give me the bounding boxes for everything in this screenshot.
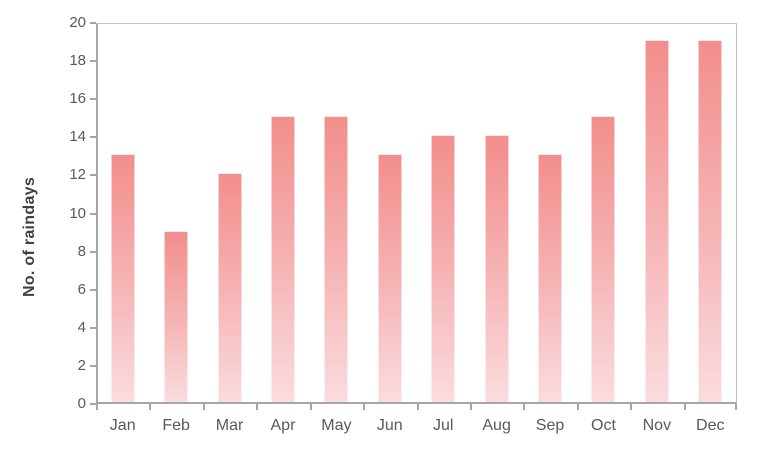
bar-may (324, 116, 349, 402)
x-tick-mark-9 (576, 404, 579, 410)
y-tick-mark-18 (90, 60, 96, 63)
y-tick-label-4: 4 (77, 318, 86, 336)
y-tick-label-10: 10 (69, 204, 86, 222)
y-tick-mark-0 (90, 403, 96, 405)
x-tick-label-feb: Feb (162, 417, 190, 434)
bar-jan (110, 154, 135, 402)
x-tick-mark-8 (523, 404, 526, 410)
x-tick-mark-10 (630, 404, 633, 410)
y-tick-mark-8 (90, 250, 96, 253)
y-tick-mark-2 (90, 364, 96, 367)
x-tick-mark-6 (416, 404, 419, 410)
y-tick-mark-4 (90, 326, 96, 329)
bar-dec (698, 40, 723, 402)
x-tick-label-sep: Sep (535, 417, 565, 434)
x-tick-mark-1 (149, 404, 152, 410)
x-tick-mark-11 (683, 404, 686, 410)
bar-jun (377, 154, 402, 402)
x-tick-label-jan: Jan (109, 417, 136, 434)
x-tick-mark-0 (96, 404, 98, 410)
plot-area (96, 23, 737, 404)
y-tick-label-16: 16 (69, 90, 86, 108)
x-tick-label-nov: Nov (642, 417, 672, 434)
bar-aug (484, 135, 509, 402)
x-tick-label-dec: Dec (696, 417, 725, 434)
y-tick-mark-16 (90, 98, 96, 101)
bar-jul (431, 135, 456, 402)
y-tick-label-14: 14 (69, 128, 86, 146)
x-tick-mark-7 (469, 404, 472, 410)
x-tick-label-may: May (321, 417, 352, 434)
y-tick-label-2: 2 (77, 356, 86, 374)
x-tick-mark-4 (309, 404, 312, 410)
x-tick-label-aug: Aug (482, 417, 511, 434)
y-tick-label-8: 8 (77, 242, 86, 260)
x-tick-label-jun: Jun (376, 417, 403, 434)
x-tick-mark-5 (363, 404, 366, 410)
y-tick-mark-20 (90, 22, 96, 24)
y-tick-label-18: 18 (69, 52, 86, 70)
bar-sep (538, 154, 563, 402)
bar-mar (217, 173, 242, 402)
y-tick-mark-14 (90, 136, 96, 139)
y-tick-label-0: 0 (77, 395, 86, 412)
x-tick-mark-3 (256, 404, 259, 410)
x-tick-mark-2 (202, 404, 205, 410)
bar-nov (644, 40, 669, 402)
bar-oct (591, 116, 616, 402)
x-tick-label-oct: Oct (591, 417, 616, 434)
y-tick-mark-10 (90, 212, 96, 215)
y-tick-label-20: 20 (69, 14, 86, 31)
x-tick-label-apr: Apr (270, 417, 296, 434)
x-tick-mark-12 (735, 404, 737, 410)
y-tick-mark-6 (90, 288, 96, 291)
bar-apr (270, 116, 295, 402)
x-tick-label-mar: Mar (215, 417, 244, 434)
bar-feb (164, 230, 189, 402)
y-axis-title: No. of raindays (21, 176, 38, 298)
y-tick-mark-12 (90, 174, 96, 177)
x-tick-label-jul: Jul (432, 417, 454, 434)
y-tick-label-12: 12 (69, 166, 86, 184)
y-tick-label-6: 6 (77, 280, 86, 298)
